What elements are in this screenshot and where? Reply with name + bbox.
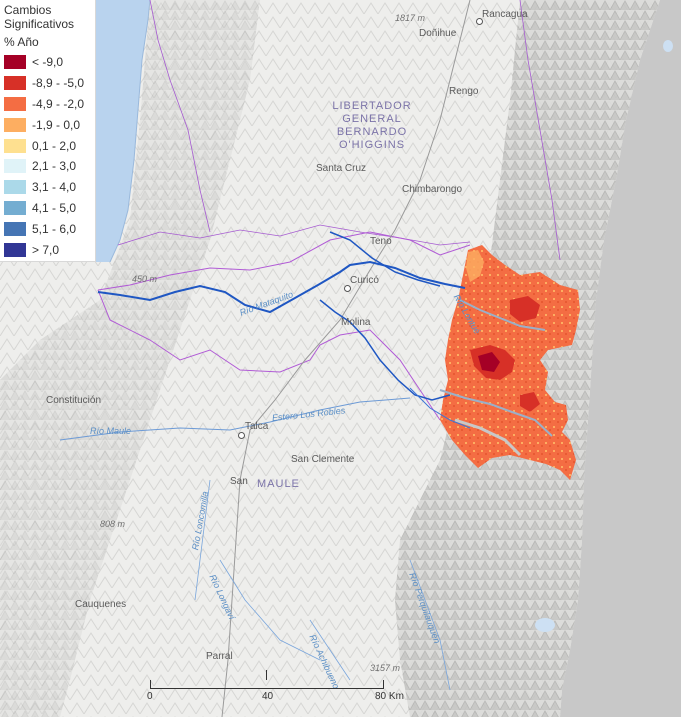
- place-label-rengo: Rengo: [449, 86, 479, 97]
- river-lontue-upper: [409, 387, 471, 429]
- change-area-dark2: [510, 296, 540, 322]
- elevation-label: 1817 m: [395, 13, 426, 23]
- river-teno: [329, 231, 441, 287]
- scale-label-40: 40: [262, 691, 274, 702]
- elevation-label: 3157 m: [370, 663, 401, 673]
- river-loncomilla-line: [194, 479, 211, 601]
- valley-2: [439, 389, 553, 437]
- place-label-parral: Parral: [206, 651, 233, 662]
- place-label-san-javier: San: [230, 476, 248, 487]
- place-label-talca: Talca: [245, 421, 269, 432]
- legend-item: -8,9 - -5,0: [4, 73, 92, 94]
- legend-item: 0,1 - 2,0: [4, 135, 92, 156]
- legend-label: 4,1 - 5,0: [32, 200, 77, 215]
- river-label-maule: Río Maule: [90, 426, 132, 436]
- scale-tick: [266, 670, 267, 680]
- region-border-west: [149, 0, 211, 233]
- legend-label: 5,1 - 6,0: [32, 221, 77, 236]
- river-maule-line: [59, 397, 411, 441]
- place-label-rancagua: Rancagua: [482, 9, 528, 20]
- region-label-maule: MAULE: [257, 478, 300, 490]
- legend-swatch: [4, 117, 26, 132]
- basin-outline: [97, 231, 471, 421]
- legend-panel: Cambios Significativos % Año < -9,0 -8,9…: [0, 0, 96, 262]
- river-lontue: [319, 299, 451, 401]
- legend-item: -4,9 - -2,0: [4, 94, 92, 115]
- legend-item: -1,9 - 0,0: [4, 114, 92, 135]
- place-marker: [476, 18, 483, 25]
- legend-swatch: [4, 221, 26, 236]
- coast-edge: [109, 0, 151, 263]
- legend-title: Cambios Significativos: [4, 3, 75, 31]
- legend-swatch: [4, 159, 26, 174]
- legend-swatch: [4, 55, 26, 70]
- place-label-curico: Curicó: [350, 275, 379, 286]
- legend-swatch: [4, 242, 26, 257]
- lake-1: [535, 618, 555, 632]
- place-label-chimbarongo: Chimbarongo: [402, 184, 463, 195]
- legend-label: 3,1 - 4,0: [32, 180, 77, 195]
- legend-swatch: [4, 76, 26, 91]
- region-border-east: [519, 0, 561, 261]
- scale-label-80: 80 Km: [375, 691, 404, 702]
- place-label-donihue: Doñihue: [419, 28, 457, 39]
- place-marker: [238, 432, 245, 439]
- legend-swatch: [4, 138, 26, 153]
- change-area-light: [466, 250, 484, 282]
- legend-item: < -9,0: [4, 52, 92, 73]
- legend-item: 4,1 - 5,0: [4, 198, 92, 219]
- elevation-label: 450 m: [132, 274, 158, 284]
- river-east-line: [409, 559, 451, 691]
- river-longavi-line: [219, 559, 321, 661]
- river-mataquito: [97, 260, 466, 314]
- legend-item: 2,1 - 3,0: [4, 156, 92, 177]
- highway: [221, 0, 471, 717]
- change-area-dark3: [478, 352, 500, 372]
- coastal-relief: [0, 0, 260, 717]
- legend-label: > 7,0: [32, 242, 60, 257]
- legend-label: -1,9 - 0,0: [32, 117, 81, 132]
- region-border-north: [117, 224, 471, 246]
- place-label-molina: Molina: [341, 317, 371, 328]
- region-label-ohiggins: LIBERTADOR GENERAL BERNARDO O'HIGGINS: [332, 100, 412, 151]
- legend-item: 3,1 - 4,0: [4, 177, 92, 198]
- lake-2: [663, 40, 673, 52]
- legend-item: 5,1 - 6,0: [4, 218, 92, 239]
- place-marker: [344, 285, 351, 292]
- place-label-teno: Teno: [370, 236, 392, 247]
- change-area-dark4: [520, 392, 540, 412]
- scale-label-0: 0: [147, 691, 153, 702]
- place-label-cauquenes: Cauquenes: [75, 599, 127, 610]
- legend-swatch: [4, 200, 26, 215]
- legend-swatch: [4, 180, 26, 195]
- legend-label: < -9,0: [32, 55, 64, 70]
- legend-item: > 7,0: [4, 239, 92, 260]
- legend-rows: < -9,0 -8,9 - -5,0 -4,9 - -2,0 -1,9 - 0,…: [4, 52, 92, 260]
- legend-label: 2,1 - 3,0: [32, 159, 77, 174]
- legend-unit: % Año: [4, 35, 39, 49]
- river-achibueno-line: [309, 619, 351, 681]
- place-label-san-clemente: San Clemente: [291, 454, 355, 465]
- legend-label: -4,9 - -2,0: [32, 96, 85, 111]
- place-label-constitucion: Constitución: [46, 395, 102, 406]
- valley-1: [459, 299, 546, 331]
- legend-label: 0,1 - 2,0: [32, 138, 77, 153]
- pacific-ocean: [96, 0, 150, 262]
- place-label-santa-cruz: Santa Cruz: [316, 163, 367, 174]
- legend-label: -8,9 - -5,0: [32, 76, 85, 91]
- legend-swatch: [4, 96, 26, 111]
- valley-3: [454, 418, 522, 457]
- scale-bar: [150, 670, 384, 689]
- elevation-label: 808 m: [100, 519, 126, 529]
- andes-zone: [560, 0, 681, 717]
